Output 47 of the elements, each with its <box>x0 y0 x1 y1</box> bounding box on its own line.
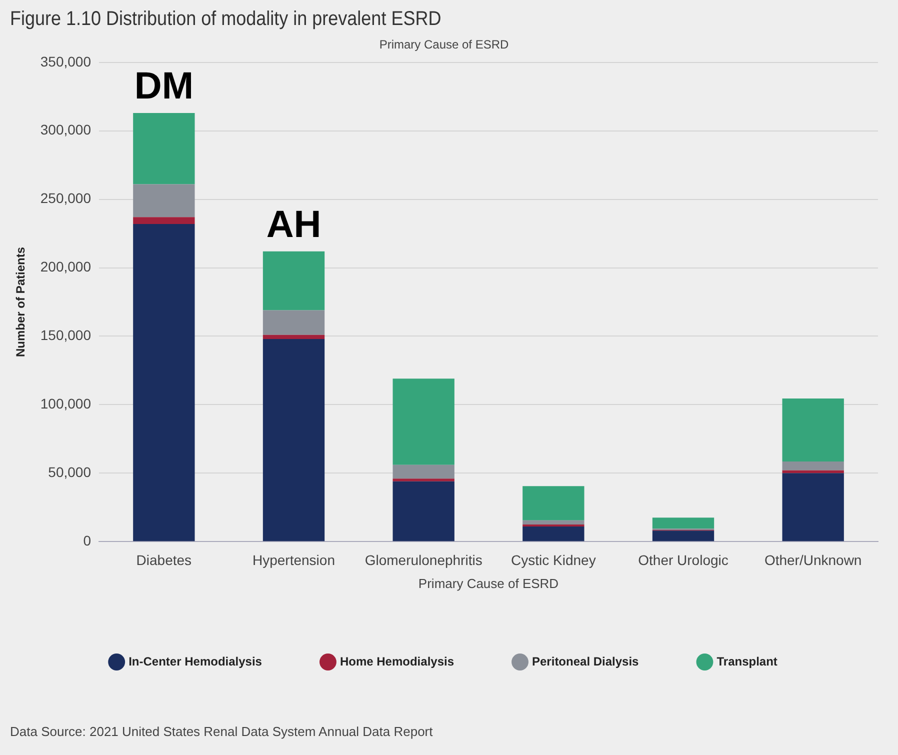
bar <box>133 217 195 224</box>
bar <box>652 530 714 542</box>
bar <box>133 184 195 218</box>
y-tick-label: 250,000 <box>40 190 92 206</box>
bar <box>392 378 454 465</box>
bar <box>133 224 195 542</box>
bar <box>392 464 454 479</box>
y-tick-label: 100,000 <box>40 396 92 412</box>
bar <box>522 520 584 524</box>
bar <box>782 462 844 470</box>
bar <box>133 113 195 184</box>
bar <box>262 251 325 310</box>
bar <box>652 518 714 529</box>
y-tick-label: 200,000 <box>40 258 92 275</box>
y-axis-title: Number of Patients <box>14 246 28 358</box>
y-tick-label: 0 <box>83 532 92 548</box>
bar <box>262 310 325 335</box>
legend-label: Peritoneal Dialysis <box>532 654 640 668</box>
x-tick-label: Other Urologic <box>638 552 728 568</box>
y-tick-label: 350,000 <box>40 53 92 70</box>
bar <box>262 338 325 542</box>
bar <box>782 473 844 542</box>
bar <box>392 478 454 482</box>
legend-label: Home Hemodialysis <box>340 654 454 668</box>
bar <box>262 334 325 339</box>
source-note: Data Source: 2021 United States Renal Data System Annual Data Report <box>10 724 433 739</box>
chart-subtitle: Primary Cause of ESRD <box>379 38 510 52</box>
legend-label: Transplant <box>716 654 778 668</box>
x-tick-label: Other/Unknown <box>764 552 862 568</box>
annotation: AH <box>266 204 322 246</box>
x-tick-label: Cystic Kidney <box>511 552 596 568</box>
bar <box>522 486 584 520</box>
x-tick-label: Hypertension <box>252 552 336 568</box>
bar <box>782 470 844 474</box>
y-tick-label: 150,000 <box>40 327 92 344</box>
bar <box>782 398 844 462</box>
x-axis-title: Primary Cause of ESRD <box>418 576 559 591</box>
x-tick-label: Glomerulonephritis <box>364 552 482 568</box>
y-tick-label: 300,000 <box>40 122 92 138</box>
annotation: DM <box>134 66 194 108</box>
legend-label: In-Center Hemodialysis <box>128 654 262 668</box>
x-tick-label: Diabetes <box>136 552 192 568</box>
chart-title: Figure 1.10 Distribution of modality in prevalent ESRD <box>10 8 442 31</box>
bar <box>392 481 454 542</box>
bar <box>522 524 584 527</box>
y-tick-label: 50,000 <box>48 464 92 480</box>
bar <box>522 526 584 542</box>
